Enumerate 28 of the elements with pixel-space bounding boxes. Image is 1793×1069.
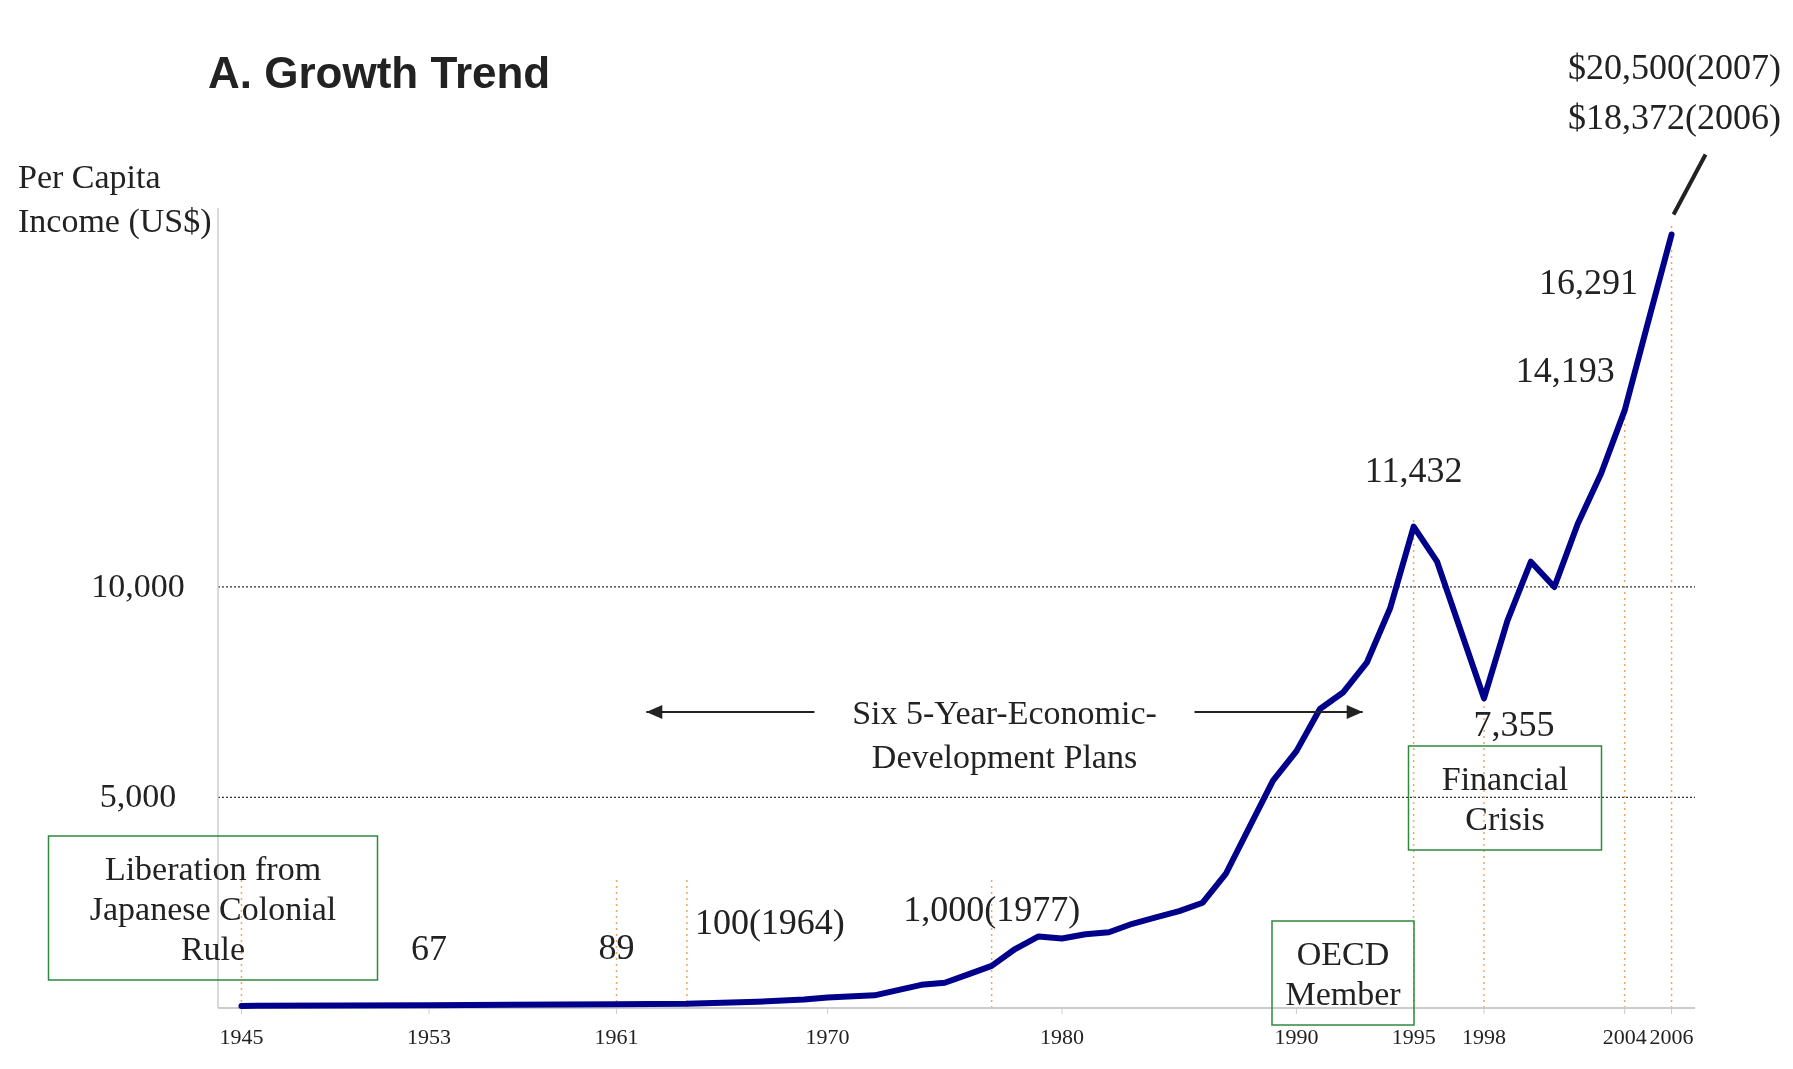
x-tick-label: 1990	[1274, 1024, 1319, 1049]
chart-title: A. Growth Trend	[208, 48, 551, 97]
x-tick-label: 1961	[594, 1024, 639, 1049]
data-label: 89	[598, 927, 635, 968]
y-tick-label: 5,000	[99, 777, 177, 815]
data-label: 11,432	[1364, 449, 1463, 490]
annotation: OECD Member	[1285, 935, 1402, 1012]
x-tick-label: 2004	[1602, 1024, 1647, 1049]
text: $20,500(2007)	[1568, 47, 1781, 88]
data-label: $18,372(2006)	[1568, 97, 1781, 138]
annotation: Six 5-Year-Economic-Development Plans	[852, 694, 1157, 775]
data-label: 1,000(1977)	[903, 888, 1081, 929]
data-label: 14,193	[1515, 350, 1615, 391]
x-tick-label: 2006	[1649, 1024, 1694, 1049]
x-tick-label: 1945	[219, 1024, 264, 1049]
x-tick-label: 1953	[407, 1024, 451, 1049]
data-label: 16,291	[1539, 262, 1639, 303]
x-tick-label: 1995	[1391, 1024, 1436, 1049]
annotation: Liberation from Japanese Colonial Rule	[89, 850, 337, 967]
x-tick-label: 1980	[1040, 1024, 1084, 1049]
data-label: 100(1964)	[694, 901, 845, 942]
data-label: 67	[411, 928, 447, 969]
data-label: 7,355	[1473, 704, 1555, 745]
x-tick-label: 1970	[805, 1024, 850, 1049]
y-tick-label: 10,000	[91, 566, 185, 604]
y-axis-title: Per Capita Income (US$)	[18, 158, 212, 240]
annotation: Financial Crisis	[1441, 760, 1569, 837]
x-tick-label: 1998	[1462, 1024, 1506, 1049]
